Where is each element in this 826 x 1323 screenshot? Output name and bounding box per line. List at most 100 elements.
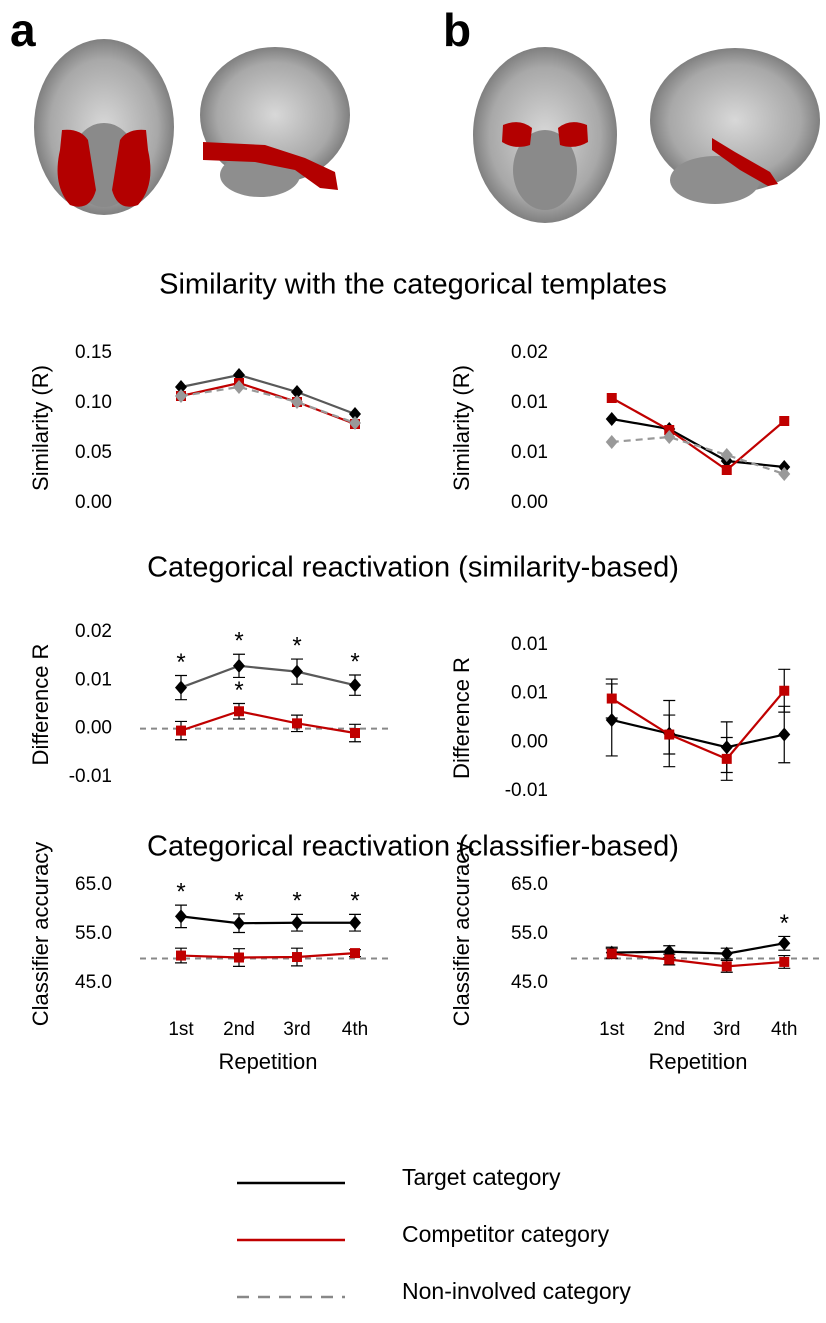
series-line	[180, 385, 356, 425]
y-tick-label: 0.02	[75, 621, 112, 642]
series-line	[180, 952, 356, 959]
data-point	[349, 678, 361, 693]
y-tick-label: 0.00	[511, 731, 548, 752]
data-point	[176, 725, 186, 736]
x-tick-label: 4th	[771, 1019, 797, 1040]
panel-label: b	[443, 4, 471, 56]
x-tick-label: 3rd	[713, 1019, 740, 1040]
y-tick-label: 0.00	[75, 718, 112, 739]
data-point	[779, 956, 790, 967]
data-point	[605, 435, 618, 449]
significance-star: *	[350, 648, 359, 675]
significance-star: *	[292, 632, 301, 659]
significance-star: *	[234, 628, 243, 655]
legend-label: Target category	[402, 1164, 561, 1190]
brain-sagittal-b	[650, 48, 820, 204]
y-tick-label: 0.00	[75, 492, 112, 513]
data-point	[605, 712, 618, 727]
series-line	[611, 690, 786, 761]
series-line	[611, 942, 785, 955]
y-tick-label: 0.00	[511, 492, 548, 513]
x-axis-title: Repetition	[218, 1049, 317, 1074]
data-point	[606, 393, 617, 403]
brain-axial-a	[34, 39, 174, 215]
data-point	[349, 915, 361, 930]
data-point	[291, 915, 303, 930]
series-line	[180, 915, 355, 925]
y-tick-label: 0.01	[511, 392, 548, 413]
significance-star: *	[350, 888, 359, 915]
legend-label: Competitor category	[402, 1221, 610, 1247]
y-tick-label: 55.0	[75, 923, 112, 944]
y-tick-label: 65.0	[75, 874, 112, 895]
panel-label: a	[10, 4, 36, 56]
data-point	[778, 936, 791, 951]
y-tick-label: 0.10	[75, 392, 112, 413]
series-line	[611, 952, 785, 968]
data-point	[292, 718, 302, 729]
y-tick-label: 0.01	[511, 683, 548, 704]
series-line	[180, 373, 356, 416]
data-point	[176, 950, 186, 961]
y-tick-label: 0.15	[75, 342, 112, 363]
x-axis-title: Repetition	[648, 1049, 747, 1074]
x-tick-label: 4th	[342, 1019, 368, 1040]
data-point	[721, 465, 732, 475]
significance-star: *	[234, 677, 243, 704]
brain-sagittal-a	[200, 47, 350, 197]
x-tick-label: 2nd	[223, 1019, 255, 1040]
y-axis-title: Difference R	[449, 657, 474, 779]
data-point	[234, 952, 244, 963]
y-tick-label: 0.05	[75, 442, 112, 463]
series-line	[180, 710, 356, 735]
data-point	[664, 729, 675, 740]
data-point	[605, 412, 618, 426]
y-tick-label: 45.0	[511, 972, 548, 993]
section-title: Similarity with the categorical template…	[159, 269, 667, 301]
y-tick-label: -0.01	[69, 766, 112, 787]
brain-axial-b	[473, 47, 617, 223]
y-axis-title: Difference R	[28, 644, 53, 766]
data-point	[350, 948, 360, 959]
y-axis-title: Classifier accuracy	[28, 842, 53, 1027]
x-tick-label: 2nd	[653, 1019, 685, 1040]
legend-label: Non-involved category	[402, 1278, 631, 1304]
data-point	[779, 685, 790, 696]
series-line	[180, 664, 356, 689]
significance-star: *	[234, 887, 243, 914]
data-point	[778, 727, 791, 742]
data-point	[291, 395, 303, 409]
data-point	[664, 954, 675, 965]
data-point	[349, 407, 361, 421]
data-point	[350, 728, 360, 739]
data-point	[349, 416, 361, 430]
data-point	[175, 909, 187, 924]
y-tick-label: 0.01	[511, 634, 548, 655]
y-tick-label: 0.01	[75, 669, 112, 690]
data-point	[663, 430, 676, 444]
significance-star: *	[176, 878, 185, 905]
data-point	[292, 952, 302, 963]
data-point	[291, 664, 303, 679]
data-point	[233, 380, 245, 394]
significance-star: *	[780, 910, 789, 937]
x-tick-label: 1st	[168, 1019, 194, 1040]
y-tick-label: 55.0	[511, 923, 548, 944]
data-point	[720, 946, 733, 961]
y-tick-label: 0.02	[511, 342, 548, 363]
data-point	[175, 389, 187, 403]
y-tick-label: -0.01	[505, 780, 548, 801]
series-line	[611, 435, 785, 476]
data-point	[606, 948, 617, 959]
significance-star: *	[292, 888, 301, 915]
y-tick-label: 0.01	[511, 442, 548, 463]
data-point	[778, 467, 791, 481]
data-point	[779, 416, 790, 426]
significance-star: *	[176, 649, 185, 676]
data-point	[720, 448, 733, 462]
y-axis-title: Classifier accuracy	[449, 842, 474, 1027]
data-point	[233, 658, 245, 673]
x-tick-label: 3rd	[283, 1019, 310, 1040]
section-title: Categorical reactivation (classifier-bas…	[147, 831, 679, 863]
x-tick-label: 1st	[599, 1019, 625, 1040]
